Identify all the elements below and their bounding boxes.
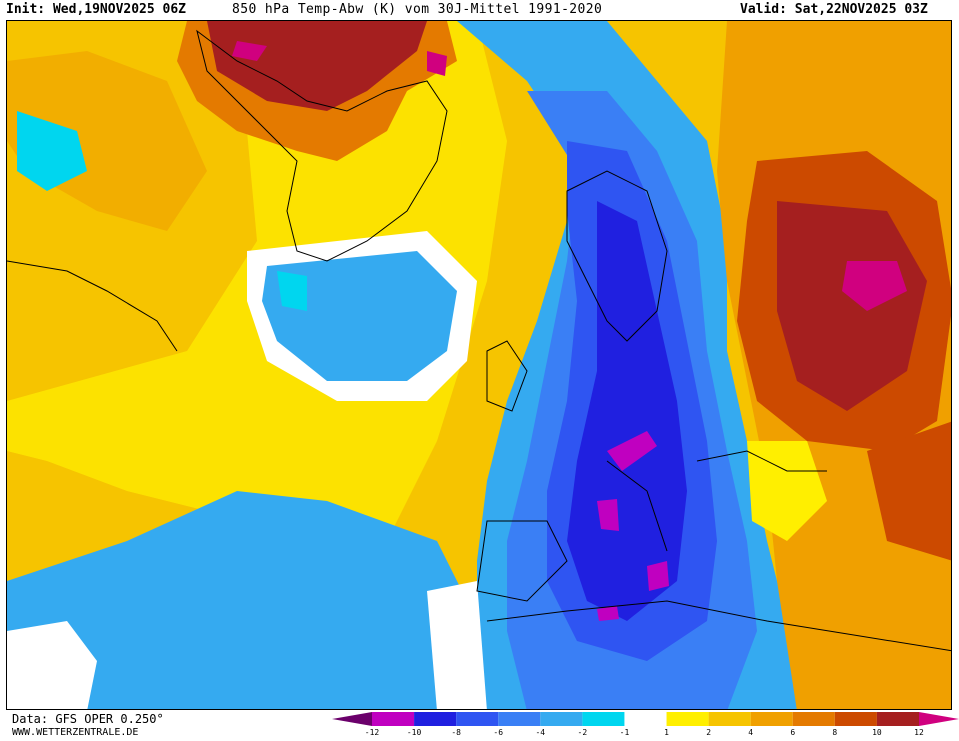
middle-east-warm-region bbox=[867, 421, 951, 561]
iberian-coast-neutral-region bbox=[427, 581, 487, 709]
legend-swatch bbox=[624, 712, 667, 726]
legend-tick-label: 4 bbox=[748, 728, 754, 737]
legend-swatch bbox=[456, 712, 499, 726]
greenland-strong-warm-region bbox=[207, 21, 427, 111]
legend-tick-label: -6 bbox=[493, 728, 504, 737]
italy-coast bbox=[606, 460, 668, 552]
legend-swatch bbox=[876, 712, 919, 726]
legend-swatch bbox=[582, 712, 625, 726]
greenland-extreme-warm-region bbox=[232, 41, 267, 61]
italy-extreme-cold-region bbox=[597, 499, 619, 531]
atlantic-cool-region bbox=[262, 251, 457, 381]
legend-tick-label: 10 bbox=[872, 728, 882, 737]
coastlines bbox=[7, 29, 951, 652]
legend-swatch bbox=[666, 712, 709, 726]
legend-colorbar: -12 -10 -8 -6 -4 -2 -1 1 2 4 6 8 10 12 bbox=[332, 712, 959, 741]
data-source: Data: GFS OPER 0.250° bbox=[12, 712, 164, 726]
legend-swatch bbox=[708, 712, 751, 726]
footer: Data: GFS OPER 0.250° WWW.WETTERZENTRALE… bbox=[12, 712, 164, 740]
anomaly-map-svg bbox=[7, 21, 951, 709]
turkey-weak-warm-region bbox=[747, 441, 827, 541]
greenland-coast bbox=[196, 29, 448, 262]
website: WWW.WETTERZENTRALE.DE bbox=[12, 727, 139, 738]
legend-swatch bbox=[372, 712, 415, 726]
greenland-extreme-warm-region-2 bbox=[427, 51, 447, 76]
legend-swatch bbox=[750, 712, 793, 726]
anomaly-map bbox=[6, 20, 952, 710]
europe-strong-cold-region bbox=[567, 201, 687, 621]
legend-tick-label: 1 bbox=[664, 728, 669, 737]
map-title: 850 hPa Temp-Abw (K) vom 30J-Mittel 1991… bbox=[232, 2, 603, 17]
southwest-neutral-region bbox=[7, 621, 97, 709]
init-time: Init: Wed,19NOV2025 06Z bbox=[6, 2, 187, 17]
header: Init: Wed,19NOV2025 06Z 850 hPa Temp-Abw… bbox=[0, 0, 959, 20]
legend-tick-label: -1 bbox=[619, 728, 630, 737]
russia-very-warm-region bbox=[777, 201, 927, 411]
british-isles-coast bbox=[486, 340, 528, 412]
valid-time: Valid: Sat,22NOV2025 03Z bbox=[740, 2, 928, 17]
north-africa-extreme-cold-region-2 bbox=[597, 606, 619, 621]
alps-extreme-cold-region bbox=[607, 431, 657, 471]
legend-tick-label: 2 bbox=[706, 728, 712, 737]
southwest-atlantic-cool-region bbox=[7, 491, 487, 709]
legend-tick-label: -4 bbox=[535, 728, 546, 737]
legend-tick-label: -10 bbox=[406, 728, 422, 737]
legend-swatch bbox=[414, 712, 457, 726]
legend-swatch bbox=[540, 712, 583, 726]
legend-tick-label: 8 bbox=[832, 728, 838, 737]
north-africa-coast bbox=[486, 600, 951, 652]
atlantic-mild-cool-region bbox=[277, 271, 307, 311]
legend-tick-label: 12 bbox=[914, 728, 924, 737]
legend-swatch bbox=[792, 712, 835, 726]
iberia-coast bbox=[476, 520, 568, 602]
legend-tick-label: -12 bbox=[364, 728, 380, 737]
legend-tick-label: -2 bbox=[577, 728, 588, 737]
legend-tick-label: -8 bbox=[451, 728, 461, 737]
legend-swatches bbox=[332, 712, 959, 726]
labrador-cool-region bbox=[17, 111, 87, 191]
black-sea-coast bbox=[696, 450, 827, 472]
canada-coast bbox=[7, 260, 178, 352]
legend-swatch bbox=[332, 712, 372, 726]
north-africa-extreme-cold-region bbox=[647, 561, 669, 591]
scandinavia-coast bbox=[566, 170, 668, 342]
legend-tick-label: 6 bbox=[790, 728, 796, 737]
legend-swatch bbox=[919, 712, 959, 726]
legend-swatch bbox=[834, 712, 877, 726]
russia-extreme-warm-region bbox=[842, 261, 907, 311]
legend-swatch bbox=[498, 712, 541, 726]
